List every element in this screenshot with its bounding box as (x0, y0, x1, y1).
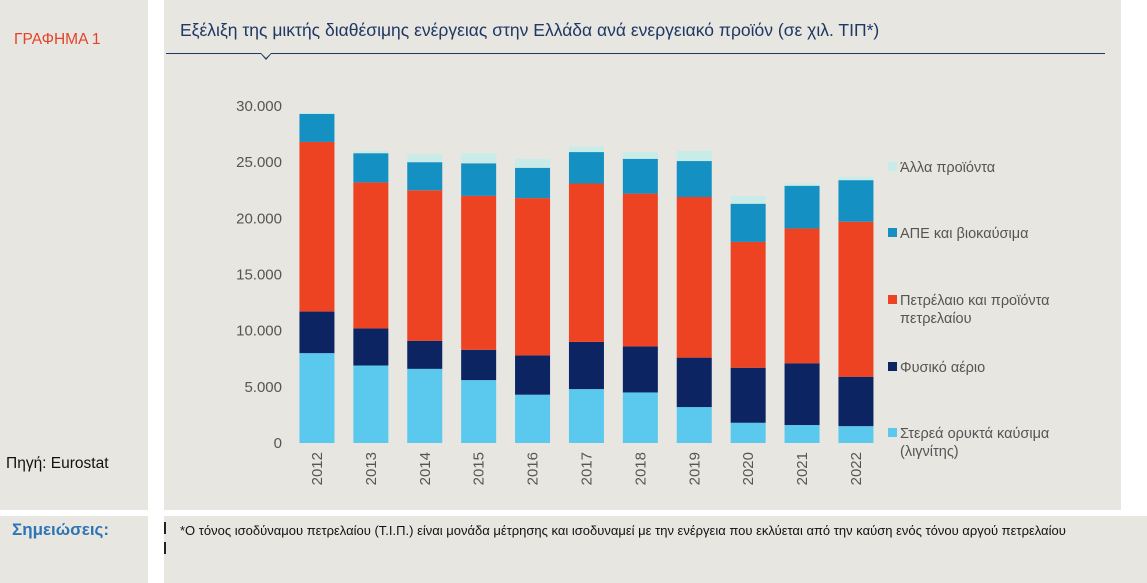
bar-segment-2-2022 (838, 221, 874, 377)
x-tick-label: 2017 (578, 452, 595, 485)
y-tick-label: 15.000 (236, 267, 282, 284)
y-tick-label: 5.000 (244, 379, 282, 396)
bar-segment-0-2017 (568, 389, 604, 443)
bar-segment-2-2018 (622, 193, 658, 347)
bar-segment-0-2015 (461, 380, 497, 443)
legend-swatch (888, 428, 897, 437)
bar-segment-2-2021 (784, 228, 820, 364)
bar-segment-3-2015 (461, 163, 497, 196)
bar-segment-4-2017 (568, 146, 604, 153)
bar-segment-4-2013 (353, 150, 389, 154)
y-tick-label: 20.000 (236, 210, 282, 227)
bar-segment-1-2017 (568, 341, 604, 390)
legend-label: Στερεά ορυκτά καύσιμα (λιγνίτης) (900, 426, 1049, 460)
bar-segment-2-2020 (730, 241, 766, 368)
title-rule (166, 53, 1105, 54)
bar-segment-3-2016 (515, 167, 551, 199)
source-note: Πηγή: Eurostat (6, 455, 109, 472)
bar-segment-2-2019 (676, 196, 712, 358)
y-tick-label: 30.000 (236, 98, 282, 115)
notes-text: *Ο τόνος ισοδύναμου πετρελαίου (Τ.Ι.Π.) … (180, 523, 1066, 538)
x-tick-label: 2013 (363, 452, 380, 485)
bar-segment-0-2012 (299, 353, 335, 443)
bar-segment-3-2014 (407, 162, 443, 191)
x-tick-label: 2014 (417, 452, 434, 485)
bar-segment-4-2014 (407, 154, 443, 163)
bar-segment-0-2018 (622, 392, 658, 443)
bar-segment-2-2017 (568, 183, 604, 342)
bar-segment-4-2016 (515, 158, 551, 168)
bar-segment-4-2012 (299, 112, 335, 114)
bar-segment-3-2017 (568, 152, 604, 184)
bar-segment-0-2013 (353, 365, 389, 443)
bar-segment-0-2021 (784, 425, 820, 443)
legend-label: Φυσικό αέριο (900, 360, 985, 376)
bar-segment-0-2020 (730, 422, 766, 443)
legend-label: Άλλα προϊόντα (900, 160, 995, 176)
figure-label: ΓΡΑΦΗΜΑ 1 (14, 31, 101, 48)
bar-segment-0-2019 (676, 407, 712, 443)
x-tick-label: 2019 (686, 452, 703, 485)
bar-segment-3-2021 (784, 185, 820, 229)
bar-segment-4-2021 (784, 183, 820, 186)
bar-segment-4-2022 (838, 176, 874, 181)
legend-swatch (888, 295, 897, 304)
bar-segment-0-2022 (838, 426, 874, 443)
legend-swatch (888, 228, 897, 237)
bar-segment-1-2014 (407, 340, 443, 369)
bar-segment-3-2013 (353, 153, 389, 183)
x-tick-label: 2022 (848, 452, 865, 485)
notes-marker (164, 522, 166, 566)
bar-segment-0-2016 (515, 394, 551, 443)
bar-segment-1-2018 (622, 346, 658, 393)
chart-title: Εξέλιξη της μικτής διαθέσιμης ενέργειας … (180, 20, 880, 40)
bar-segment-3-2022 (838, 180, 874, 222)
stacked-bar-chart: 0 5.000 10.000 15.000 20.000 25.000 30.000 2012… (236, 98, 1050, 485)
bar-segment-3-2020 (730, 203, 766, 242)
x-tick-label: 2015 (471, 452, 488, 485)
bar-segment-1-2021 (784, 363, 820, 426)
left-panel: ΓΡΑΦΗΜΑ 1 Πηγή: Eurostat (0, 0, 148, 510)
bar-segment-1-2022 (838, 376, 874, 427)
bar-segment-1-2016 (515, 355, 551, 395)
x-tick-label: 2012 (309, 452, 326, 485)
bar-segment-2-2014 (407, 190, 443, 341)
bar-segment-4-2018 (622, 152, 658, 159)
chart-panel: Εξέλιξη της μικτής διαθέσιμης ενέργειας … (164, 0, 1121, 510)
notes-gap (148, 516, 164, 583)
bar-segment-1-2020 (730, 367, 766, 423)
notes-label: Σημειώσεις: (12, 520, 110, 539)
x-tick-label: 2021 (794, 452, 811, 485)
y-tick-label: 0 (274, 435, 282, 452)
bar-segment-2-2015 (461, 195, 497, 350)
bar-segment-3-2019 (676, 161, 712, 197)
x-tick-label: 2016 (525, 452, 542, 485)
y-tick-label: 25.000 (236, 154, 282, 171)
bar-segment-1-2015 (461, 349, 497, 381)
bar-segment-0-2014 (407, 368, 443, 443)
notes-bar (0, 516, 1147, 583)
bar-segment-2-2012 (299, 141, 335, 312)
bar-segment-4-2020 (730, 195, 766, 204)
x-tick-label: 2018 (632, 452, 649, 485)
bar-segment-4-2019 (676, 150, 712, 162)
legend-label: Πετρέλαιο και προϊόντα πετρελαίου (900, 293, 1050, 327)
x-tick-label: 2020 (740, 452, 757, 485)
bar-segment-1-2013 (353, 328, 389, 366)
title-pointer-inner (261, 53, 271, 58)
bar-segment-3-2018 (622, 158, 658, 194)
bar-segment-1-2012 (299, 311, 335, 354)
legend-label: ΑΠΕ και βιοκαύσιμα (900, 226, 1028, 242)
bar-segment-3-2012 (299, 113, 335, 142)
bar-segment-2-2013 (353, 182, 389, 329)
bar-segment-1-2019 (676, 357, 712, 408)
bar-segment-2-2016 (515, 198, 551, 356)
legend-swatch (888, 362, 897, 371)
y-tick-label: 10.000 (236, 323, 282, 340)
bar-segment-4-2015 (461, 153, 497, 164)
legend-swatch (888, 162, 897, 171)
